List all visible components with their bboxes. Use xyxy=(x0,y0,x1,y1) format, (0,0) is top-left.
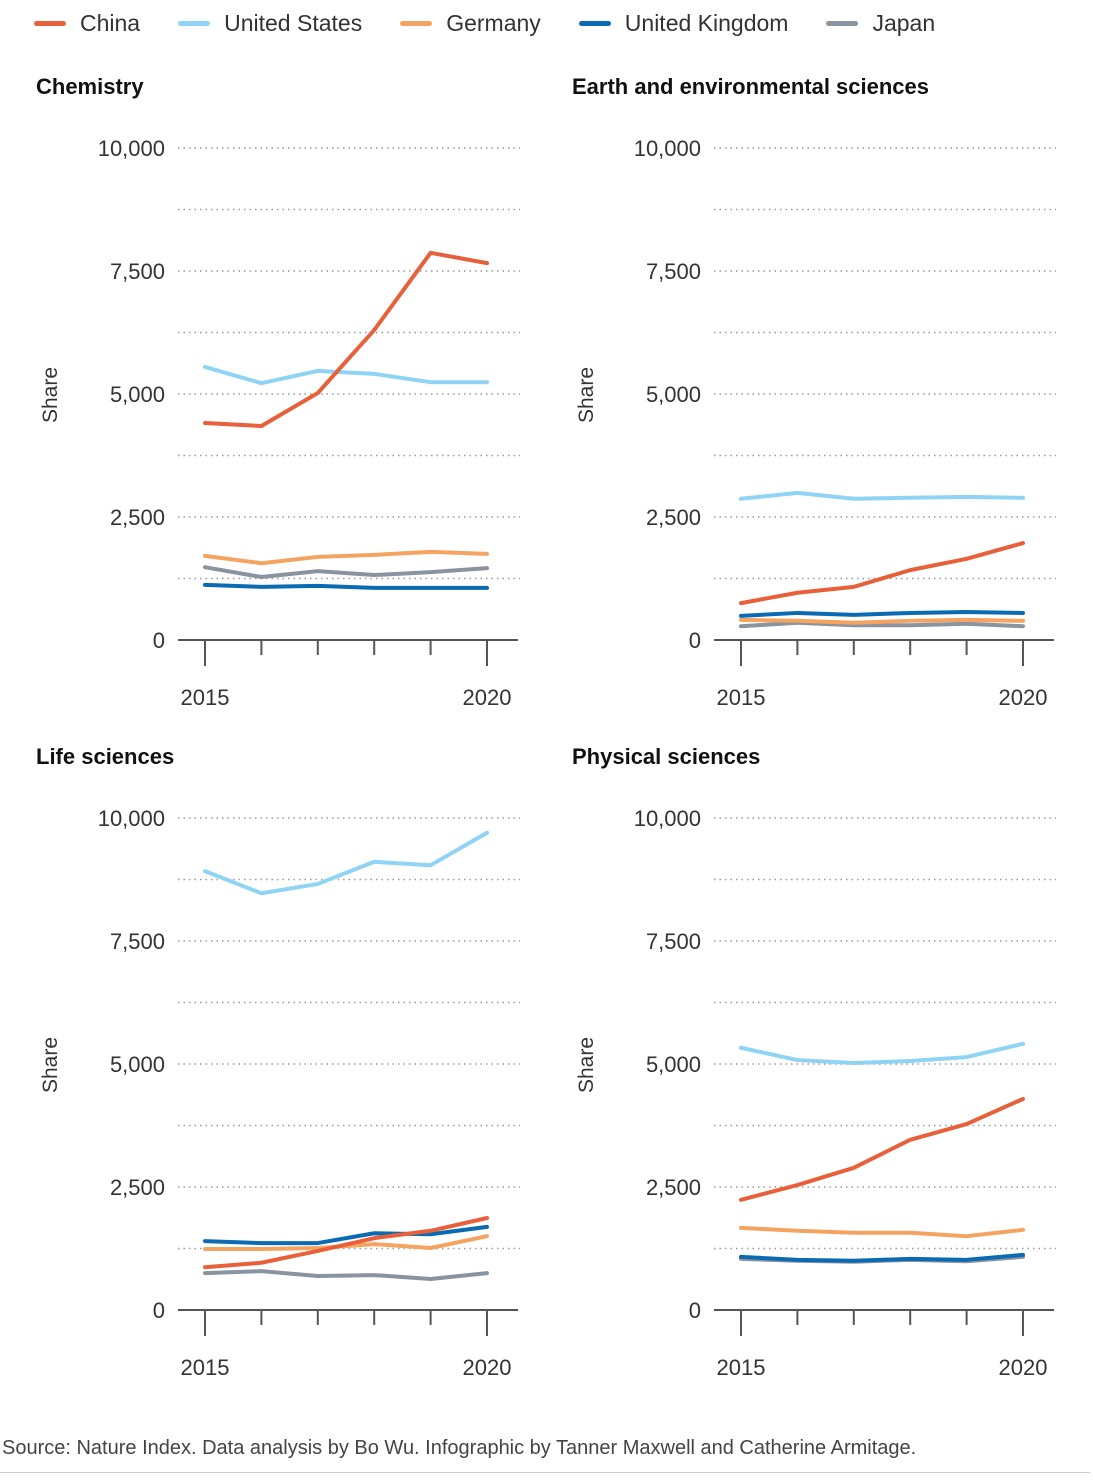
legend-label: Japan xyxy=(872,10,936,36)
y-tick-label: 10,000 xyxy=(98,806,165,831)
legend-label: United Kingdom xyxy=(624,10,789,36)
panel-1: Earth and environmental sciences 0 2,500 5,… xyxy=(572,74,1056,710)
panel-title: Earth and environmental sciences xyxy=(572,74,929,99)
source-note: Source: Nature Index. Data analysis by B… xyxy=(2,1437,917,1459)
panel-title: Life sciences xyxy=(36,744,174,769)
series-line-japan xyxy=(739,620,1025,629)
y-tick-label: 0 xyxy=(689,1298,701,1323)
x-tick-label: 2020 xyxy=(463,685,512,710)
series-line-united-kingdom xyxy=(739,609,1025,618)
x-tick-label: 2020 xyxy=(999,1355,1048,1380)
y-tick-label: 5,000 xyxy=(646,382,701,407)
y-axis-label: Share xyxy=(39,367,62,423)
charts: Chemistry 0 2,500 5,000 7,500 10,000 Share 2015… xyxy=(36,74,1056,1380)
y-tick-label: 2,500 xyxy=(646,505,701,530)
series-line-germany xyxy=(739,1225,1025,1239)
series-line-united-kingdom xyxy=(739,1252,1025,1263)
y-tick-label: 5,000 xyxy=(110,1052,165,1077)
y-tick-label: 2,500 xyxy=(646,1175,701,1200)
x-tick-label: 2020 xyxy=(463,1355,512,1380)
y-tick-label: 7,500 xyxy=(110,259,165,284)
panel-title: Chemistry xyxy=(36,74,144,99)
y-tick-label: 7,500 xyxy=(646,929,701,954)
legend-swatch xyxy=(826,21,859,26)
y-axis-label: Share xyxy=(575,1037,598,1093)
legend-item: China xyxy=(34,10,140,37)
y-tick-label: 5,000 xyxy=(646,1052,701,1077)
series-line-japan xyxy=(203,565,489,580)
x-tick-label: 2015 xyxy=(181,1355,230,1380)
legend-label: China xyxy=(80,10,141,36)
y-tick-label: 0 xyxy=(153,1298,165,1323)
x-tick-label: 2015 xyxy=(717,1355,766,1380)
y-tick-label: 0 xyxy=(153,628,165,653)
series-line-germany xyxy=(203,549,489,566)
y-axis-label: Share xyxy=(39,1037,62,1093)
y-axis-label: Share xyxy=(575,367,598,423)
legend-item: United Kingdom xyxy=(578,10,789,37)
x-tick-label: 2020 xyxy=(999,685,1048,710)
panel-3: Physical sciences 0 2,500 5,000 7,500 10,000 S… xyxy=(572,744,1056,1380)
series-line-united-states xyxy=(739,1041,1025,1066)
legend-swatch xyxy=(578,21,611,26)
series-line-china xyxy=(739,1096,1025,1202)
legend-label: Germany xyxy=(446,10,541,36)
legend-swatch xyxy=(400,21,433,26)
y-tick-label: 0 xyxy=(689,628,701,653)
legend-swatch xyxy=(178,21,211,26)
y-tick-label: 10,000 xyxy=(98,136,165,161)
series-line-united-kingdom xyxy=(203,1224,489,1246)
x-tick-label: 2015 xyxy=(717,685,766,710)
legend-item: United States xyxy=(178,10,362,37)
y-tick-label: 5,000 xyxy=(110,382,165,407)
divider xyxy=(0,1472,1090,1473)
y-tick-label: 2,500 xyxy=(110,1175,165,1200)
panel-0: Chemistry 0 2,500 5,000 7,500 10,000 Share 2015… xyxy=(36,74,520,710)
series-line-germany xyxy=(739,617,1025,625)
series-line-china xyxy=(203,1215,489,1270)
series-line-united-kingdom xyxy=(203,582,489,590)
legend-item: Japan xyxy=(826,10,935,37)
y-tick-label: 10,000 xyxy=(634,806,701,831)
legend-label: United States xyxy=(224,10,363,36)
series-line-china xyxy=(203,250,489,428)
series-line-united-states xyxy=(739,490,1025,501)
legend-swatch xyxy=(34,21,66,26)
panel-2: Life sciences 0 2,500 5,000 7,500 10,000 Share… xyxy=(36,744,520,1380)
series-line-united-states xyxy=(203,364,489,386)
y-tick-label: 2,500 xyxy=(110,505,165,530)
series-line-united-states xyxy=(203,830,489,896)
series-line-japan xyxy=(203,1269,489,1282)
y-tick-label: 7,500 xyxy=(646,259,701,284)
legend: China United States Germany United Kingdom J… xyxy=(34,10,973,37)
y-tick-label: 10,000 xyxy=(634,136,701,161)
panel-title: Physical sciences xyxy=(572,744,760,769)
legend-item: Germany xyxy=(400,10,541,37)
x-tick-label: 2015 xyxy=(181,685,230,710)
series-line-china xyxy=(739,541,1025,606)
y-tick-label: 7,500 xyxy=(110,929,165,954)
